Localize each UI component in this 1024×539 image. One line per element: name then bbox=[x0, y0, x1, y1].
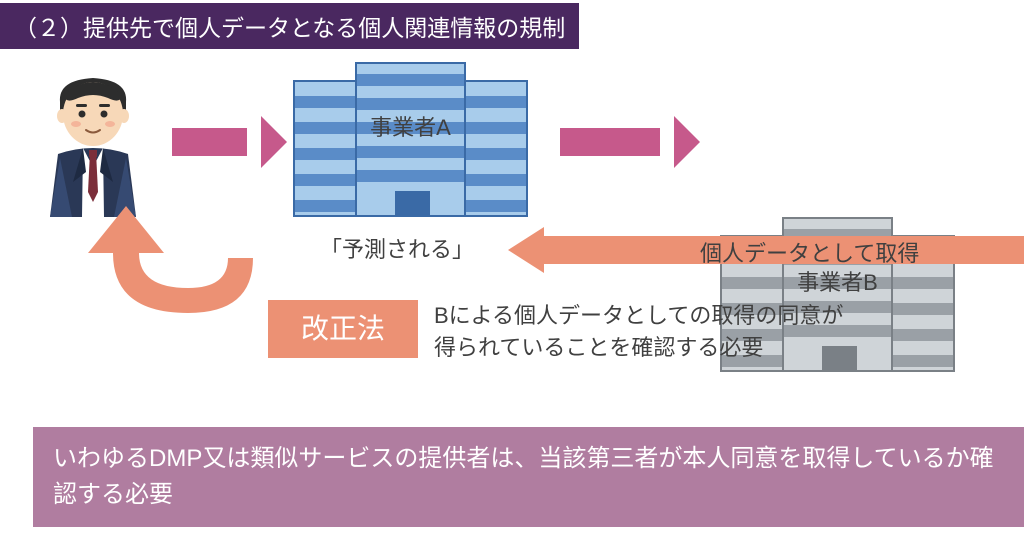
person-icon bbox=[38, 72, 148, 217]
building-a-label: 事業者A bbox=[293, 110, 528, 142]
return-arrow bbox=[68, 198, 273, 328]
feedback-arrow-label: 個人データとして取得 bbox=[700, 236, 919, 268]
predicted-caption: 「予測される」 bbox=[320, 232, 474, 264]
arrow-a-to-b bbox=[560, 116, 680, 168]
building-a: 事業者A bbox=[293, 62, 528, 217]
building-b-label: 事業者B bbox=[720, 265, 955, 297]
amended-law-label: 改正法 bbox=[268, 300, 418, 358]
section-title: （２）提供先で個人データとなる個人関連情報の規制 bbox=[0, 3, 579, 49]
arrow-person-to-a bbox=[172, 116, 267, 168]
bottom-summary: いわゆるDMP又は類似サービスの提供者は、当該第三者が本人同意を取得しているか確… bbox=[33, 427, 1024, 527]
amended-law-body: Bによる個人データとしての取得の同意が 得られていることを確認する必要 bbox=[434, 300, 843, 364]
